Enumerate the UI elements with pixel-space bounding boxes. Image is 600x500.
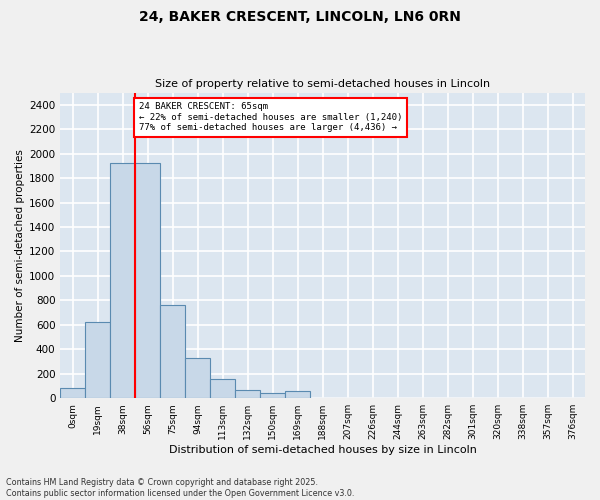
Bar <box>135 164 160 398</box>
Bar <box>110 164 135 398</box>
Bar <box>160 306 185 398</box>
Y-axis label: Number of semi-detached properties: Number of semi-detached properties <box>15 149 25 342</box>
Bar <box>185 358 210 398</box>
Title: Size of property relative to semi-detached houses in Lincoln: Size of property relative to semi-detach… <box>155 79 490 89</box>
X-axis label: Distribution of semi-detached houses by size in Lincoln: Distribution of semi-detached houses by … <box>169 445 476 455</box>
Bar <box>210 378 235 398</box>
Text: Contains HM Land Registry data © Crown copyright and database right 2025.
Contai: Contains HM Land Registry data © Crown c… <box>6 478 355 498</box>
Bar <box>60 388 85 398</box>
Text: 24, BAKER CRESCENT, LINCOLN, LN6 0RN: 24, BAKER CRESCENT, LINCOLN, LN6 0RN <box>139 10 461 24</box>
Bar <box>85 322 110 398</box>
Bar <box>260 392 285 398</box>
Bar <box>235 390 260 398</box>
Bar <box>285 391 310 398</box>
Text: 24 BAKER CRESCENT: 65sqm
← 22% of semi-detached houses are smaller (1,240)
77% o: 24 BAKER CRESCENT: 65sqm ← 22% of semi-d… <box>139 102 403 132</box>
